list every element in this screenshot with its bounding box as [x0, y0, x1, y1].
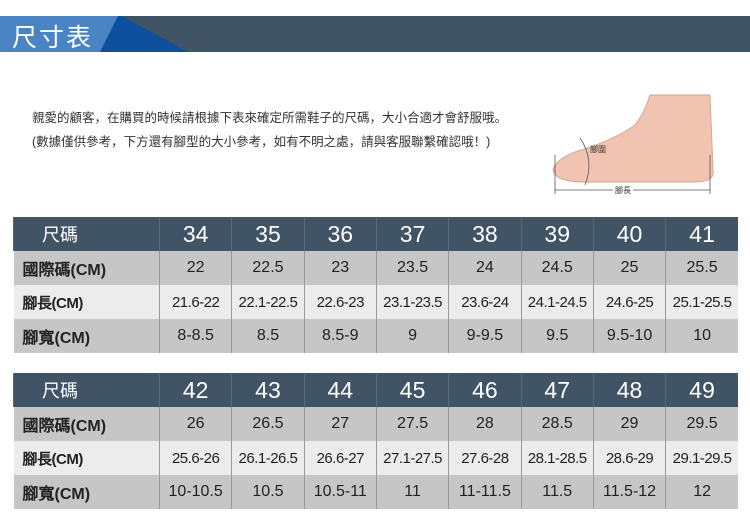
table-cell-intl: 28.5	[520, 407, 594, 441]
row-label-intl: 國際碼(CM)	[13, 251, 160, 285]
size-table-1: 尺碼 34 35 36 37 38 39 40 41 國際碼(CM) 22 22.5 23 23.5 24 2…	[13, 217, 738, 353]
table-cell-length: 23.6-24	[448, 285, 522, 319]
row-label-intl: 國際碼(CM)	[13, 407, 160, 441]
length-label: 腳長	[615, 185, 631, 195]
table-cell-size: 39	[520, 217, 594, 251]
table-cell-width: 9.5	[520, 319, 594, 353]
row-label-length: 腳長(CM)	[13, 285, 160, 319]
table-cell-size: 34	[158, 217, 232, 251]
table-row-size: 尺碼 42 43 44 45 46 47 48 49	[13, 373, 738, 407]
table-cell-length: 22.1-22.5	[231, 285, 305, 319]
table-cell-intl: 26	[158, 407, 232, 441]
table-cell-intl: 22	[158, 251, 232, 285]
table-row-size: 尺碼 34 35 36 37 38 39 40 41	[13, 217, 738, 251]
table-cell-intl: 23	[303, 251, 377, 285]
table-cell-width: 10.5-11	[303, 475, 377, 509]
table-cell-width: 11.5-12	[592, 475, 666, 509]
table-row-intl: 國際碼(CM) 26 26.5 27 27.5 28 28.5 29 29.5	[13, 407, 738, 441]
table-row-width: 腳寬(CM) 10-10.5 10.5 10.5-11 11 11-11.5 11.5 11.…	[13, 475, 738, 509]
table-cell-size: 45	[375, 373, 449, 407]
table-cell-intl: 22.5	[231, 251, 305, 285]
table-cell-width: 8.5-9	[303, 319, 377, 353]
table-cell-intl: 25.5	[665, 251, 738, 285]
row-label-width: 腳寬(CM)	[13, 319, 160, 353]
table-row-intl: 國際碼(CM) 22 22.5 23 23.5 24 24.5 25 25.5	[13, 251, 738, 285]
table-cell-size: 48	[592, 373, 666, 407]
table-cell-length: 29.1-29.5	[665, 441, 738, 475]
table-cell-length: 27.1-27.5	[375, 441, 449, 475]
foot-shape	[552, 94, 714, 183]
row-label-width: 腳寬(CM)	[13, 475, 160, 509]
table-cell-size: 49	[665, 373, 738, 407]
table-cell-width: 10	[665, 319, 738, 353]
table-cell-length: 25.1-25.5	[665, 285, 738, 319]
table-cell-intl: 29.5	[665, 407, 738, 441]
table-cell-length: 27.6-28	[448, 441, 522, 475]
header-banner: 尺寸表	[0, 16, 750, 52]
table-cell-size: 41	[665, 217, 738, 251]
table-cell-length: 24.1-24.5	[520, 285, 594, 319]
table-cell-width: 9	[375, 319, 449, 353]
table-cell-size: 44	[303, 373, 377, 407]
table-cell-length: 24.6-25	[592, 285, 666, 319]
table-cell-width: 11-11.5	[448, 475, 522, 509]
table-cell-size: 43	[231, 373, 305, 407]
table-row-width: 腳寬(CM) 8-8.5 8.5 8.5-9 9 9-9.5 9.5 9.5-10 10	[13, 319, 738, 353]
table-cell-width: 9-9.5	[448, 319, 522, 353]
table-cell-size: 46	[448, 373, 522, 407]
table-cell-width: 9.5-10	[592, 319, 666, 353]
table-cell-width: 12	[665, 475, 738, 509]
table-cell-intl: 24	[448, 251, 522, 285]
table-cell-length: 21.6-22	[158, 285, 232, 319]
table-cell-intl: 26.5	[231, 407, 305, 441]
page-title: 尺寸表	[12, 24, 94, 52]
table-cell-size: 35	[231, 217, 305, 251]
table-cell-length: 26.1-26.5	[231, 441, 305, 475]
table-cell-length: 22.6-23	[303, 285, 377, 319]
table-cell-size: 38	[448, 217, 522, 251]
table-row-length: 腳長(CM) 21.6-22 22.1-22.5 22.6-23 23.1-23.5 23…	[13, 285, 738, 319]
table-cell-intl: 25	[592, 251, 666, 285]
table-cell-width: 11.5	[520, 475, 594, 509]
table-cell-size: 47	[520, 373, 594, 407]
size-table-2: 尺碼 42 43 44 45 46 47 48 49 國際碼(CM) 26 26.5 27 27.5 28 2…	[13, 373, 738, 509]
table-cell-size: 40	[592, 217, 666, 251]
table-cell-intl: 23.5	[375, 251, 449, 285]
table-cell-size: 42	[158, 373, 232, 407]
table-cell-width: 8.5	[231, 319, 305, 353]
girth-label: 腳圍	[590, 144, 606, 154]
table-cell-size: 36	[303, 217, 377, 251]
table-cell-width: 11	[375, 475, 449, 509]
foot-measurement-image: 腳圍 腳長	[552, 94, 714, 195]
table-cell-intl: 27	[303, 407, 377, 441]
table-cell-size: 37	[375, 217, 449, 251]
row-label-length: 腳長(CM)	[13, 441, 160, 475]
table-cell-length: 23.1-23.5	[375, 285, 449, 319]
table-cell-length: 28.1-28.5	[520, 441, 594, 475]
row-label-size: 尺碼	[13, 217, 160, 251]
table-cell-intl: 27.5	[375, 407, 449, 441]
table-cell-width: 10-10.5	[158, 475, 232, 509]
table-cell-length: 26.6-27	[303, 441, 377, 475]
table-cell-length: 28.6-29	[592, 441, 666, 475]
intro-text: 親愛的顧客，在購買的時候請根據下表來確定所需鞋子的尺碼，大小合適才會舒服哦。 (…	[32, 111, 508, 149]
table-cell-width: 8-8.5	[158, 319, 232, 353]
table-cell-intl: 24.5	[520, 251, 594, 285]
table-cell-width: 10.5	[231, 475, 305, 509]
table-row-length: 腳長(CM) 25.6-26 26.1-26.5 26.6-27 27.1-27.5 27…	[13, 441, 738, 475]
table-cell-intl: 28	[448, 407, 522, 441]
banner-accent	[0, 16, 118, 52]
table-cell-length: 25.6-26	[158, 441, 232, 475]
row-label-size: 尺碼	[13, 373, 160, 407]
table-cell-intl: 29	[592, 407, 666, 441]
